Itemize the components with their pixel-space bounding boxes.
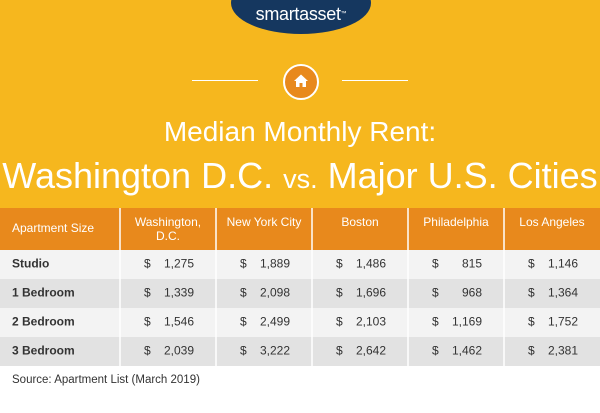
currency-symbol: $ [144, 286, 151, 300]
cell-value: 3,222 [260, 344, 290, 358]
cell-value: 1,146 [548, 257, 578, 271]
column-header-line: New York City [227, 215, 302, 229]
title-city: Washington D.C. [2, 155, 274, 196]
row-label-1: Studio [12, 257, 49, 271]
home-icon [294, 74, 308, 87]
column-header-line: Philadelphia [423, 215, 489, 229]
currency-symbol: $ [432, 286, 439, 300]
currency-symbol: $ [240, 315, 247, 329]
currency-symbol: $ [528, 257, 535, 271]
table-header-row [0, 208, 600, 250]
header-banner: smartasset™ Median Monthly Rent: Washing… [0, 0, 600, 208]
source-note: Source: Apartment List (March 2019) [12, 374, 200, 386]
cell-value: 1,486 [356, 257, 386, 271]
column-header-3: New York City [227, 215, 302, 229]
currency-symbol: $ [144, 344, 151, 358]
title-comparison: Major U.S. Cities [327, 155, 598, 196]
cell-value: 2,103 [356, 315, 386, 329]
divider-right [342, 80, 408, 81]
row-label-2: 1 Bedroom [12, 286, 75, 300]
cell-value: 1,339 [164, 286, 194, 300]
cell-value: 815 [462, 257, 482, 271]
column-header-1: Apartment Size [12, 221, 94, 235]
table-row-1 [0, 250, 600, 279]
currency-symbol: $ [240, 257, 247, 271]
trademark-symbol: ™ [340, 11, 347, 17]
cell-value: 1,169 [452, 315, 482, 329]
table-row-4 [0, 337, 600, 366]
column-header-line: Boston [341, 215, 378, 229]
cell-value: 968 [462, 286, 482, 300]
cell-value: 2,499 [260, 315, 290, 329]
currency-symbol: $ [240, 344, 247, 358]
cell-value: 2,098 [260, 286, 290, 300]
column-header-5: Philadelphia [423, 215, 489, 229]
rent-table: Apartment Size Washington, D.C. New York Ci… [0, 208, 600, 366]
title-vs: vs. [283, 164, 318, 194]
currency-symbol: $ [336, 257, 343, 271]
column-header-4: Boston [341, 215, 378, 229]
row-label-4: 3 Bedroom [12, 344, 75, 358]
cell-value: 2,642 [356, 344, 386, 358]
column-header-line: Los Angeles [519, 215, 584, 229]
logo: smartasset™ [231, 5, 371, 23]
column-header-6: Los Angeles [519, 215, 584, 229]
currency-symbol: $ [240, 286, 247, 300]
cell-value: 1,462 [452, 344, 482, 358]
currency-symbol: $ [432, 315, 439, 329]
cell-value: 1,752 [548, 315, 578, 329]
cell-value: 2,381 [548, 344, 578, 358]
cell-value: 1,364 [548, 286, 578, 300]
column-header-2: Washington, D.C. [135, 215, 201, 243]
divider-left [192, 80, 258, 81]
cell-value: 2,039 [164, 344, 194, 358]
cell-value: 1,696 [356, 286, 386, 300]
cell-value: 1,275 [164, 257, 194, 271]
table-row-2 [0, 279, 600, 308]
currency-symbol: $ [336, 315, 343, 329]
title-line-2: Washington D.C. vs. Major U.S. Cities [0, 156, 600, 199]
column-header-line: D.C. [156, 229, 180, 243]
logo-text: smartasset [255, 4, 341, 24]
column-header-line: Washington, [135, 215, 201, 229]
currency-symbol: $ [144, 315, 151, 329]
logo-badge: smartasset™ [231, 0, 371, 34]
currency-symbol: $ [528, 315, 535, 329]
title-line-1: Median Monthly Rent: [163, 116, 437, 147]
currency-symbol: $ [432, 257, 439, 271]
row-label-3: 2 Bedroom [12, 315, 75, 329]
currency-symbol: $ [432, 344, 439, 358]
cell-value: 1,546 [164, 315, 194, 329]
currency-symbol: $ [144, 257, 151, 271]
table-row-3 [0, 308, 600, 337]
home-badge [283, 64, 319, 100]
currency-symbol: $ [336, 286, 343, 300]
currency-symbol: $ [336, 344, 343, 358]
currency-symbol: $ [528, 344, 535, 358]
cell-value: 1,889 [260, 257, 290, 271]
currency-symbol: $ [528, 286, 535, 300]
